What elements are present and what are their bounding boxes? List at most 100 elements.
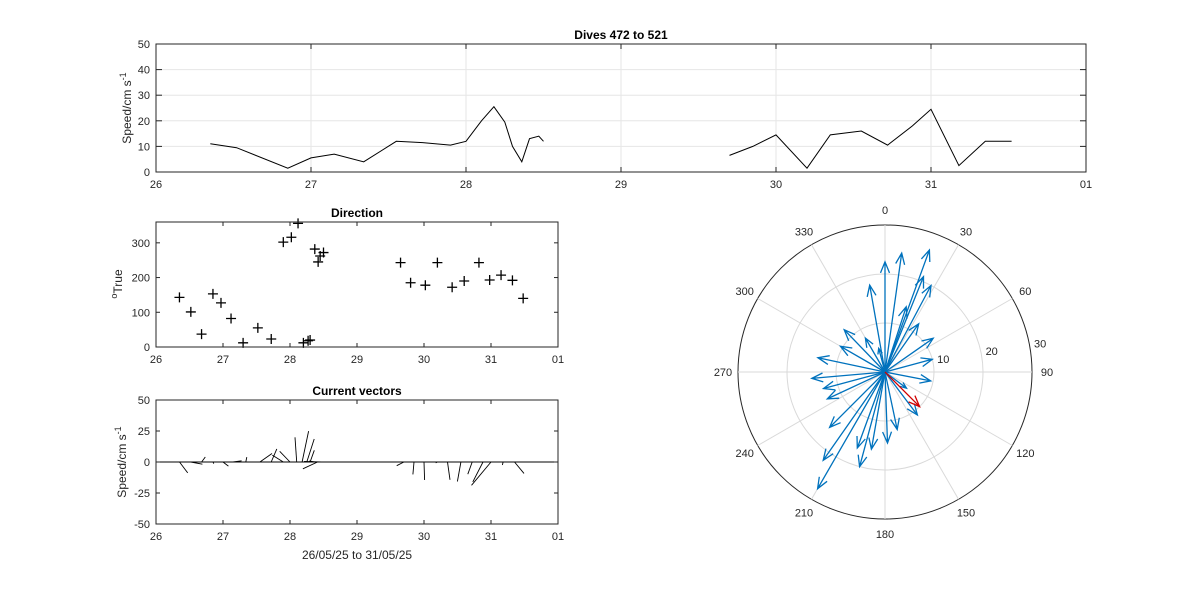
vectors-x-tick-label: 28: [284, 531, 296, 543]
speed-x-tick-label: 26: [150, 179, 162, 191]
direction-point: [496, 270, 507, 281]
direction-point: [252, 322, 263, 333]
direction-point: [484, 274, 495, 285]
direction-point: [196, 329, 207, 340]
compass-radius-label: 30: [1034, 338, 1046, 350]
speed-panel: 26 27 28 29 30 31 01 0 10 20 30 40 50 Dives 472 to 5…: [118, 28, 1092, 191]
vectors-y-tick-label: -25: [134, 488, 150, 500]
compass-spoke: [884, 244, 959, 373]
vector-stick: [447, 461, 451, 480]
vectors-xlabel: 26/05/25 to 31/05/25: [302, 548, 412, 562]
compass-arrow: [822, 371, 886, 462]
compass-arrow: [864, 336, 886, 373]
compass-arrow: [857, 371, 886, 469]
compass-angle-label: 150: [957, 507, 975, 519]
compass-arrow: [882, 371, 893, 445]
speed-y-tick-label: 40: [138, 65, 150, 77]
compass-arrow: [816, 371, 886, 491]
compass-arrow: [821, 371, 886, 391]
compass-arrow: [842, 328, 886, 373]
speed-ylabel-sup: -1: [118, 72, 128, 80]
speed-ylabel: Speed/cm s-1: [118, 72, 134, 143]
vector-stick: [232, 460, 242, 463]
compass-arrow: [884, 371, 933, 384]
direction-point: [215, 297, 226, 308]
vector-stick: [279, 450, 291, 463]
direction-y-tick-label: 200: [132, 273, 150, 285]
vector-stick: [412, 461, 415, 475]
direction-ylabel: oTrue: [109, 269, 125, 299]
direction-point: [432, 257, 443, 268]
direction-point: [278, 237, 289, 248]
vectors-x-tick-label: 01: [552, 531, 564, 543]
compass-arrow: [816, 355, 886, 373]
vectors-title: Current vectors: [312, 384, 402, 398]
compass-ticks: 0 30 60 90 120 150 180 210 240 270 300 330 10 20 30: [714, 205, 1053, 541]
compass-arrow: [884, 371, 900, 432]
vector-stick: [423, 461, 426, 481]
speed-title: Dives 472 to 521: [574, 28, 668, 42]
direction-x-tick-label: 26: [150, 354, 162, 366]
direction-point: [518, 293, 529, 304]
compass-spoke: [884, 371, 1013, 446]
vectors-y-tick-label: 50: [138, 395, 150, 407]
direction-point: [459, 276, 470, 287]
vector-stick: [270, 448, 278, 463]
compass-angle-label: 60: [1019, 286, 1031, 298]
vector-stick: [212, 461, 215, 464]
direction-point: [226, 313, 237, 324]
vectors-x-tick-label: 29: [351, 531, 363, 543]
vectors-y-tick-label: -50: [134, 519, 150, 531]
direction-point: [207, 288, 218, 299]
direction-x-tick-label: 01: [552, 354, 564, 366]
vectors-x-tick-label: 26: [150, 531, 162, 543]
vector-stick: [179, 461, 189, 474]
compass-spoke: [757, 371, 886, 446]
vector-stick: [302, 461, 318, 470]
compass-arrow: [825, 371, 886, 400]
direction-ylabel-sup: o: [109, 294, 119, 299]
vectors-sticks: [179, 431, 525, 486]
compass-arrow: [884, 357, 934, 373]
vectors-ylabel-text: Speed/cm s: [115, 434, 129, 497]
vectors-x-tick-label: 31: [485, 531, 497, 543]
direction-title: Direction: [331, 206, 383, 220]
compass-mean-arrow: [884, 371, 921, 408]
compass-radius-label: 20: [986, 346, 998, 358]
speed-x-tick-label: 28: [460, 179, 472, 191]
vector-stick: [222, 461, 229, 467]
compass-angle-label: 300: [736, 286, 754, 298]
compass-arrow: [838, 345, 886, 373]
compass-arrow: [884, 371, 919, 417]
direction-point: [266, 334, 277, 345]
vectors-y-tick-label: 0: [144, 457, 150, 469]
vectors-panel: 26 27 28 29 30 31 01 50 25 0 -25 -50 Current vector…: [113, 384, 564, 562]
speed-line-segment-1: [729, 108, 1012, 169]
compass-arrow: [884, 337, 935, 373]
vector-stick: [456, 461, 462, 482]
compass-angle-label: 30: [960, 227, 972, 239]
vector-stick: [514, 461, 525, 474]
direction-point: [293, 218, 304, 229]
compass-angle-label: 120: [1016, 448, 1034, 460]
vector-stick: [245, 457, 248, 463]
compass-spoke: [884, 298, 1013, 373]
speed-y-tick-label: 50: [138, 39, 150, 51]
compass-arrow: [879, 260, 891, 372]
compass-arrow: [868, 371, 886, 451]
direction-point: [309, 244, 320, 255]
compass-angle-label: 210: [795, 507, 813, 519]
direction-point: [473, 257, 484, 268]
vector-stick: [301, 431, 310, 463]
vectors-x-tick-label: 30: [418, 531, 430, 543]
compass-angle-label: 240: [736, 448, 754, 460]
direction-point: [447, 282, 458, 293]
vector-stick: [190, 461, 203, 465]
speed-y-tick-label: 10: [138, 141, 150, 153]
direction-point: [507, 275, 518, 286]
speed-y-tick-label: 20: [138, 116, 150, 128]
compass-arrow: [884, 305, 908, 373]
speed-x-tick-label: 30: [770, 179, 782, 191]
vector-stick: [306, 438, 315, 463]
